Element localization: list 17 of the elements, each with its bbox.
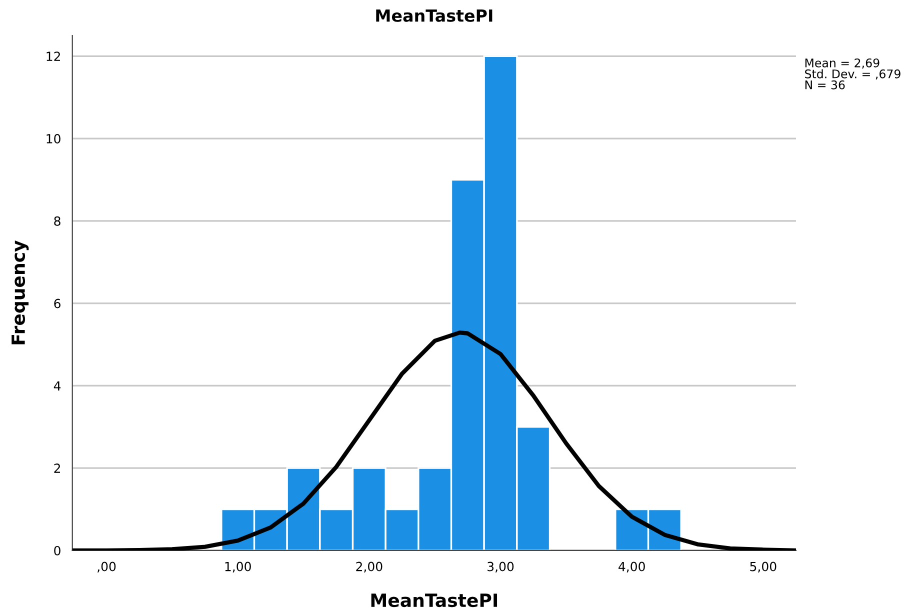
y-axis-title: Frequency xyxy=(12,240,29,344)
y-tick-label: 0 xyxy=(54,546,60,556)
y-tick-label: 8 xyxy=(54,216,60,226)
x-tick-label: 1,00 xyxy=(225,562,251,573)
chart-title: MeanTastePI xyxy=(376,10,492,22)
x-tick-label: 4,00 xyxy=(618,562,645,573)
y-tick-label: 10 xyxy=(46,134,60,144)
x-tick-label: ,00 xyxy=(98,562,116,573)
x-tick-label: 5,00 xyxy=(750,562,776,573)
y-tick-label: 6 xyxy=(54,298,60,308)
x-tick-label: 3,00 xyxy=(488,562,514,573)
y-tick-label: 2 xyxy=(54,464,60,473)
y-tick-label: 12 xyxy=(46,52,60,61)
text: Mean = 2,69 Std. Dev. = ,679 N = 36 xyxy=(805,58,900,90)
x-tick-label: 2,00 xyxy=(356,562,382,573)
y-tick-label: 4 xyxy=(54,381,61,390)
x-axis-title: MeanTastePI xyxy=(371,594,498,608)
